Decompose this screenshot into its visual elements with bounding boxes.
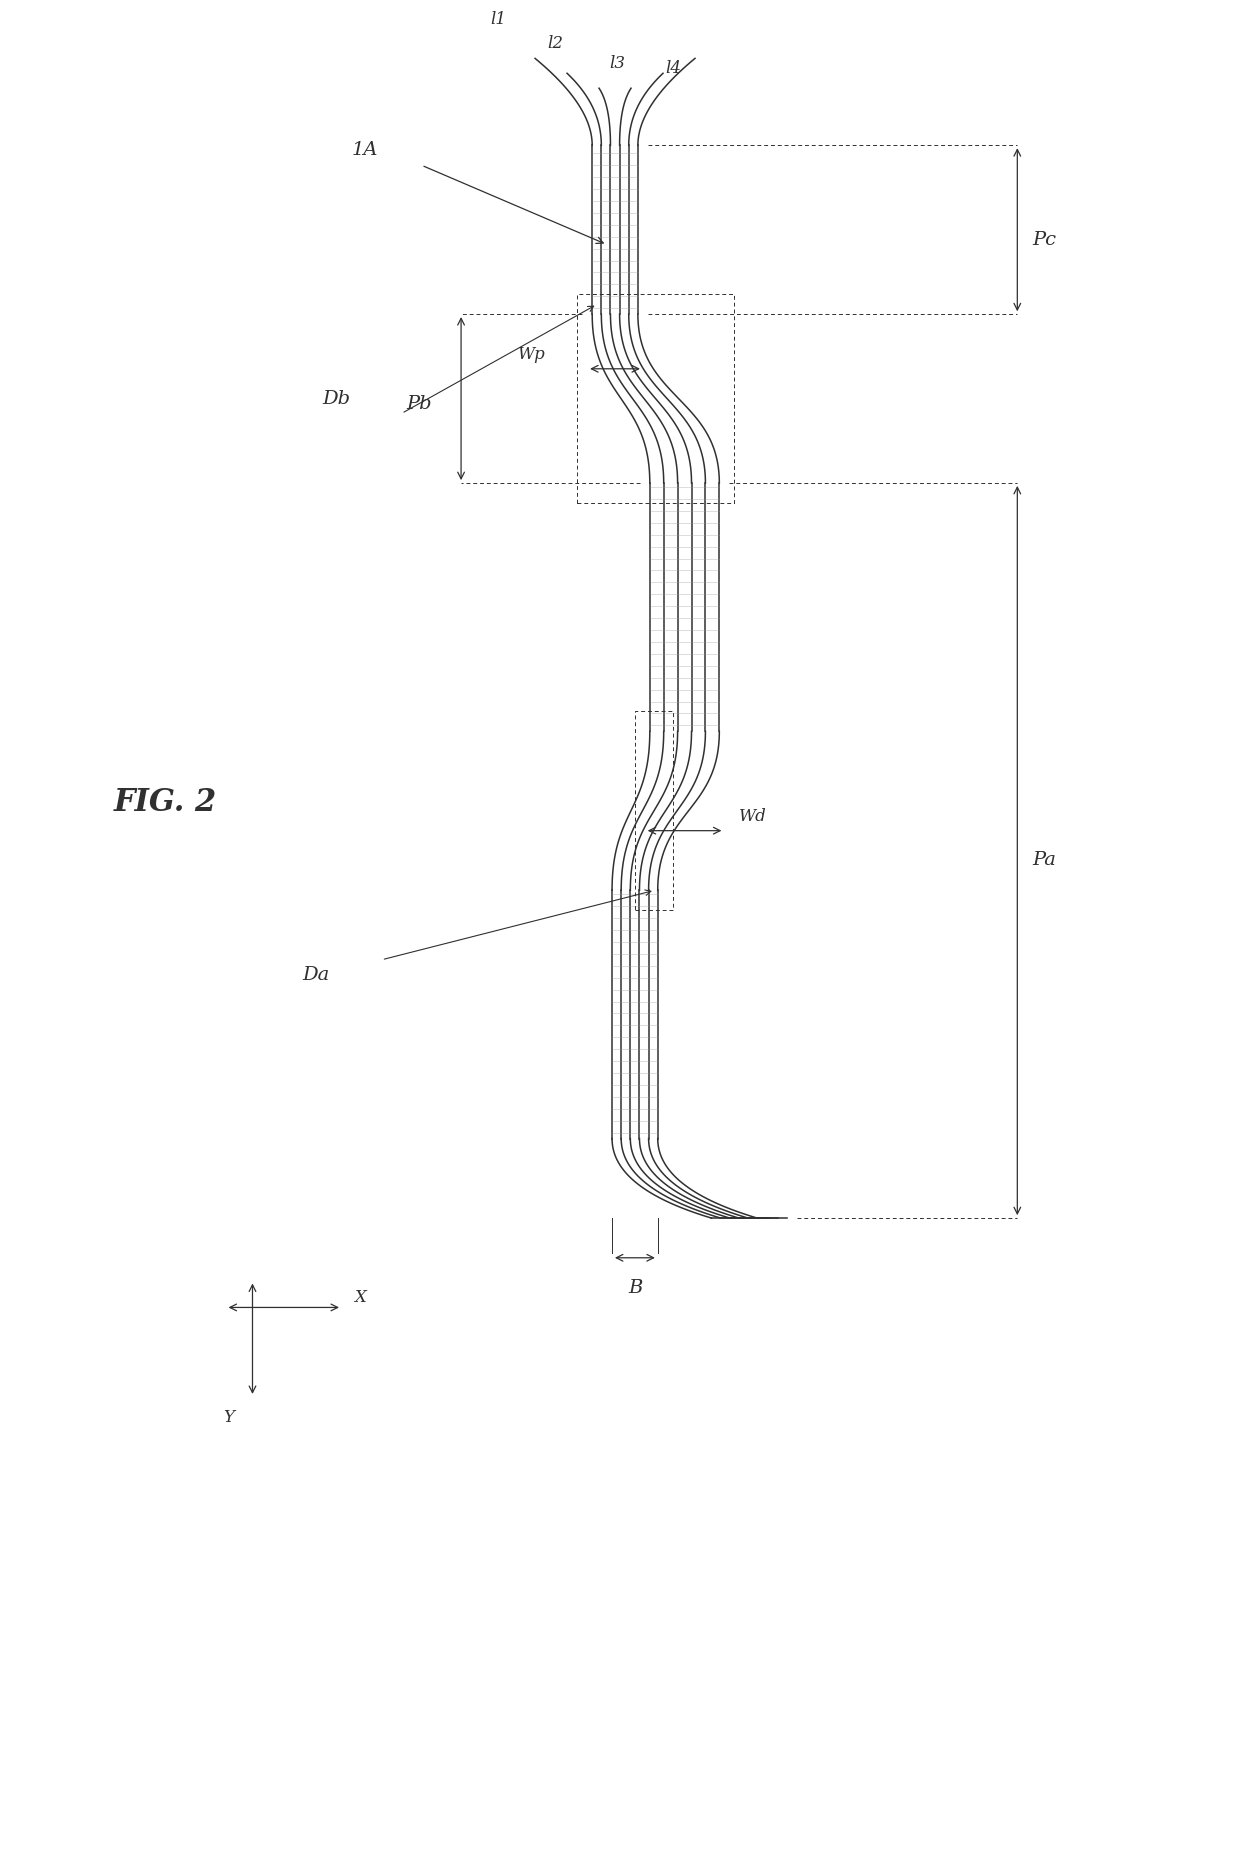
Text: l2: l2 [547, 35, 563, 52]
Text: Da: Da [303, 965, 330, 984]
Text: B: B [627, 1278, 642, 1296]
Text: l1: l1 [490, 11, 506, 28]
Text: Y: Y [223, 1408, 233, 1425]
Text: Db: Db [322, 389, 350, 407]
Text: l3: l3 [609, 56, 625, 73]
Text: l4: l4 [666, 60, 682, 78]
Text: Wd: Wd [739, 807, 768, 824]
Text: FIG. 2: FIG. 2 [113, 787, 217, 818]
Text: X: X [353, 1289, 366, 1306]
Text: Wp: Wp [517, 346, 546, 363]
Text: Pc: Pc [1032, 231, 1056, 249]
Text: Pa: Pa [1032, 852, 1056, 869]
Text: Pb: Pb [407, 394, 432, 413]
Text: 1A: 1A [352, 141, 378, 160]
